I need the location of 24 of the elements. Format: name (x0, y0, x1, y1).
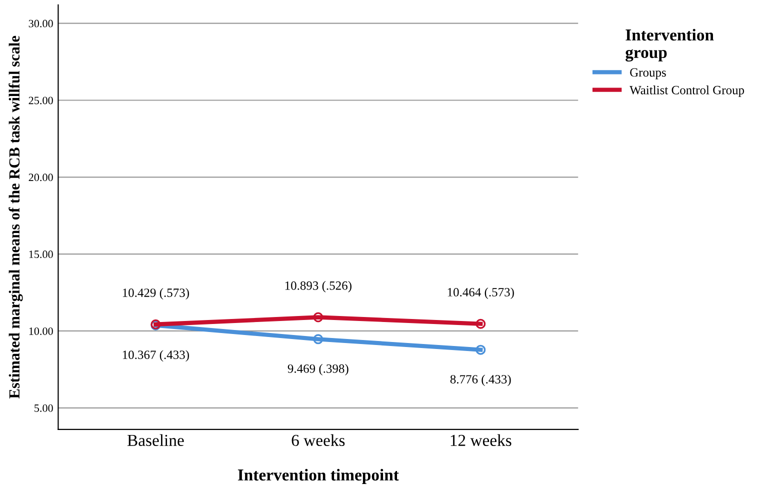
y-tick-label: 30.00 (28, 20, 53, 28)
data-label: 8.776 (.433) (450, 374, 511, 386)
point (313, 334, 324, 344)
y-tick-label: 15.00 (29, 250, 53, 258)
y-tick-label: 25.00 (28, 96, 53, 104)
data-label: 10.429 (.573) (122, 288, 189, 300)
x-tick-label: 12 weeks (450, 434, 512, 446)
legend-label: Waitlist Control Group (630, 86, 744, 97)
legend-label: Groups (630, 68, 666, 80)
x-tick-label: Baseline (127, 434, 184, 446)
data-label: 10.367 (.433) (122, 350, 189, 362)
point (313, 312, 324, 322)
data-label: 9.469 (.398) (288, 364, 348, 376)
x-axis-title: Intervention timepoint (238, 468, 399, 484)
y-tick-label: 10.00 (29, 327, 53, 336)
point (476, 344, 486, 355)
y-axis-title: Estimated marginal means of the RCB task willful scale (8, 36, 23, 399)
y-tick-label: 20.00 (28, 174, 53, 182)
x-tick-label: 6 weeks (292, 434, 345, 446)
legend-title: Intervention group (626, 28, 714, 62)
point (476, 318, 486, 329)
y-tick-label: 5.00 (34, 404, 53, 412)
data-label: 10.464 (.573) (448, 288, 514, 299)
data-label: 10.893 (.526) (285, 281, 352, 292)
